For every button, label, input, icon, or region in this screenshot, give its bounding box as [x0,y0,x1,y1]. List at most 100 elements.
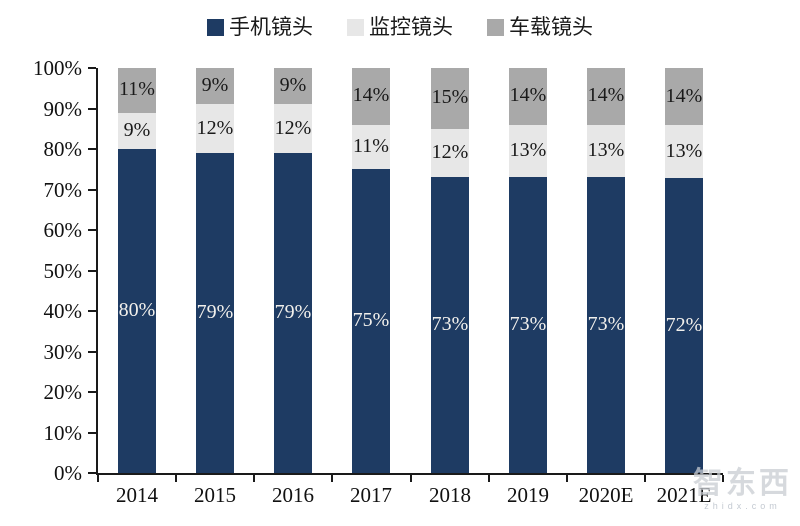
y-axis-tick-label: 10% [43,421,83,445]
legend-swatch-icon [347,18,364,36]
bar-segment-1-2019: 13% [509,124,547,178]
legend-label: 车载镜头 [509,15,593,39]
x-tick [175,475,177,482]
bar-segment-2-2018: 15% [431,68,469,129]
bar-segment-1-2016: 12% [274,104,312,154]
x-tick [488,475,490,482]
y-tick [88,432,96,434]
bar-segment-2-2014: 11% [118,68,156,113]
x-axis-tick-label: 2016 [272,483,314,507]
bar-segment-label: 9% [201,74,229,97]
x-tick [331,475,333,482]
y-tick [88,148,96,150]
y-axis-tick-label: 70% [43,178,83,202]
bar-segment-label: 80% [118,299,156,321]
y-axis-line [96,68,98,475]
legend-swatch-icon [487,18,504,36]
y-axis-tick-label: 60% [43,218,83,242]
x-axis-line [96,473,723,475]
bar-segment-label: 79% [196,301,234,324]
bar-segment-0-2021E: 72% [665,178,703,473]
bar-segment-2-2020E: 14% [587,68,625,125]
x-axis-tick-label: 2019 [507,483,549,507]
legend: 手机镜头 监控镜头 车载镜头 [0,15,800,39]
y-tick [88,472,96,474]
y-tick [88,229,96,231]
bar-segment-2-2016: 9% [274,68,312,105]
bar-segment-label: 9% [123,118,151,141]
bar-segment-label: 12% [431,141,469,164]
x-tick [97,475,99,482]
x-tick [722,475,724,482]
bar-segment-label: 72% [665,313,703,336]
legend-item-2: 车载镜头 [487,15,593,39]
bar-segment-label: 73% [509,313,547,336]
bar-segment-label: 11% [119,78,155,101]
bar-segment-label: 14% [665,84,703,107]
legend-swatch-icon [207,18,224,36]
bar-segment-label: 9% [279,74,307,97]
x-axis-tick-label: 2021E [656,483,712,507]
y-tick [88,67,96,69]
y-axis-tick-label: 0% [54,461,82,485]
x-axis-tick-label: 2017 [350,483,392,507]
bar-segment-label: 11% [353,134,389,157]
bar-segment-1-2018: 12% [431,128,469,178]
bar-segment-0-2019: 73% [509,177,547,473]
bar-segment-label: 15% [431,86,469,109]
x-tick [253,475,255,482]
x-tick [410,475,412,482]
bar-segment-1-2015: 12% [196,104,234,154]
bar-segment-0-2017: 75% [352,169,390,473]
y-tick [88,270,96,272]
bar-segment-label: 73% [587,313,625,336]
x-axis-tick-label: 2014 [116,483,158,507]
x-tick [644,475,646,482]
bar-segment-2-2021E: 14% [665,68,703,126]
x-axis-tick-label: 2015 [194,483,236,507]
bar-segment-0-2020E: 73% [587,177,625,473]
y-axis-tick-label: 20% [43,380,83,404]
y-axis-tick-label: 80% [43,137,83,161]
bar-segment-0-2018: 73% [431,177,469,473]
y-axis-tick-label: 50% [43,259,83,283]
y-axis-tick-label: 30% [43,340,83,364]
bar-segment-2-2015: 9% [196,68,234,105]
y-tick [88,351,96,353]
y-tick [88,108,96,110]
bar-segment-label: 14% [587,84,625,107]
bar-segment-0-2016: 79% [274,153,312,473]
bar-segment-0-2014: 80% [118,149,156,473]
bar-segment-1-2020E: 13% [587,124,625,178]
legend-label: 手机镜头 [229,15,313,39]
y-tick [88,391,96,393]
bar-segment-label: 14% [352,84,390,107]
bar-segment-2-2017: 14% [352,68,390,125]
y-axis-tick-label: 100% [33,56,82,80]
y-tick [88,310,96,312]
bar-segment-label: 75% [352,309,390,332]
bar-segment-0-2015: 79% [196,153,234,473]
bar-segment-1-2014: 9% [118,112,156,149]
legend-item-0: 手机镜头 [207,15,313,39]
bar-segment-label: 13% [509,139,547,161]
y-tick [88,189,96,191]
bar-segment-label: 12% [274,116,312,139]
bar-segment-1-2021E: 13% [665,125,703,179]
x-axis-tick-label: 2020E [578,483,634,507]
bar-segment-label: 13% [665,139,703,162]
y-axis-tick-label: 90% [43,97,83,121]
bar-segment-label: 14% [509,84,547,107]
x-axis-tick-label: 2018 [429,483,471,507]
x-tick [566,475,568,482]
bar-segment-1-2017: 11% [352,124,390,170]
legend-label: 监控镜头 [369,15,453,39]
bar-segment-label: 12% [196,116,234,139]
bar-segment-label: 13% [587,139,625,161]
y-axis-tick-label: 40% [43,299,83,323]
legend-item-1: 监控镜头 [347,15,453,39]
bar-segment-2-2019: 14% [509,68,547,125]
bar-segment-label: 73% [431,313,469,336]
